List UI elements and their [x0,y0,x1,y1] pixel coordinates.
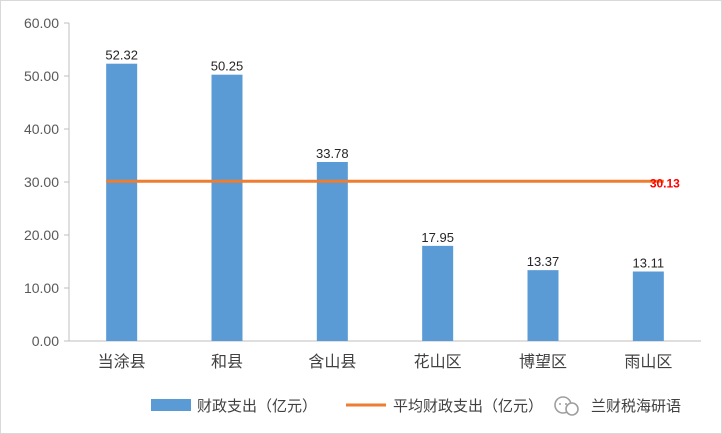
y-tick-label: 40.00 [24,121,59,137]
bar-data-label: 33.78 [316,146,349,161]
legend-bar-swatch [151,399,191,411]
y-tick-label: 0.00 [32,333,59,349]
y-tick-labels: 0.00 10.00 20.00 30.00 40.00 50.00 60.00 [24,15,69,349]
x-category-label: 雨山区 [624,352,672,371]
watermark-text: 兰财税海研语 [591,397,681,415]
legend-bar-label: 财政支出（亿元） [197,397,317,415]
legend-line-label: 平均财政支出（亿元） [393,397,543,415]
bar [527,270,559,341]
watermark: 兰财税海研语 [549,387,719,419]
x-category-label: 和县 [211,352,243,371]
y-tick-label: 20.00 [24,227,59,243]
bar-data-label: 17.95 [421,230,454,245]
wechat-icon [554,396,579,416]
bar-data-label: 50.25 [211,59,244,74]
average-line-label: 30.13 [650,176,680,190]
bar [316,161,348,341]
bar-data-labels: 52.32 50.25 33.78 17.95 13.37 13.11 [105,48,664,271]
legend: 财政支出（亿元） 平均财政支出（亿元） [151,397,543,415]
y-tick-label: 30.00 [24,174,59,190]
x-category-label: 当涂县 [98,352,146,371]
bar [106,63,138,341]
bar-series [106,63,664,342]
y-tick-label: 60.00 [24,15,59,31]
bar [211,74,243,342]
bar-data-label: 13.11 [633,256,665,271]
x-category-label: 花山区 [414,352,462,371]
x-category-labels: 当涂县 和县 含山县 花山区 博望区 雨山区 [98,352,673,371]
bar-data-label: 13.37 [527,254,560,269]
x-category-label: 含山县 [308,352,356,371]
y-tick-label: 10.00 [24,280,59,296]
average-line-group: 30.13 [106,176,680,190]
bar [632,271,664,341]
x-category-label: 博望区 [519,352,567,371]
bar-data-label: 52.32 [105,48,138,63]
y-tick-label: 50.00 [24,68,59,84]
watermark-background [549,387,719,419]
bar [422,245,454,341]
